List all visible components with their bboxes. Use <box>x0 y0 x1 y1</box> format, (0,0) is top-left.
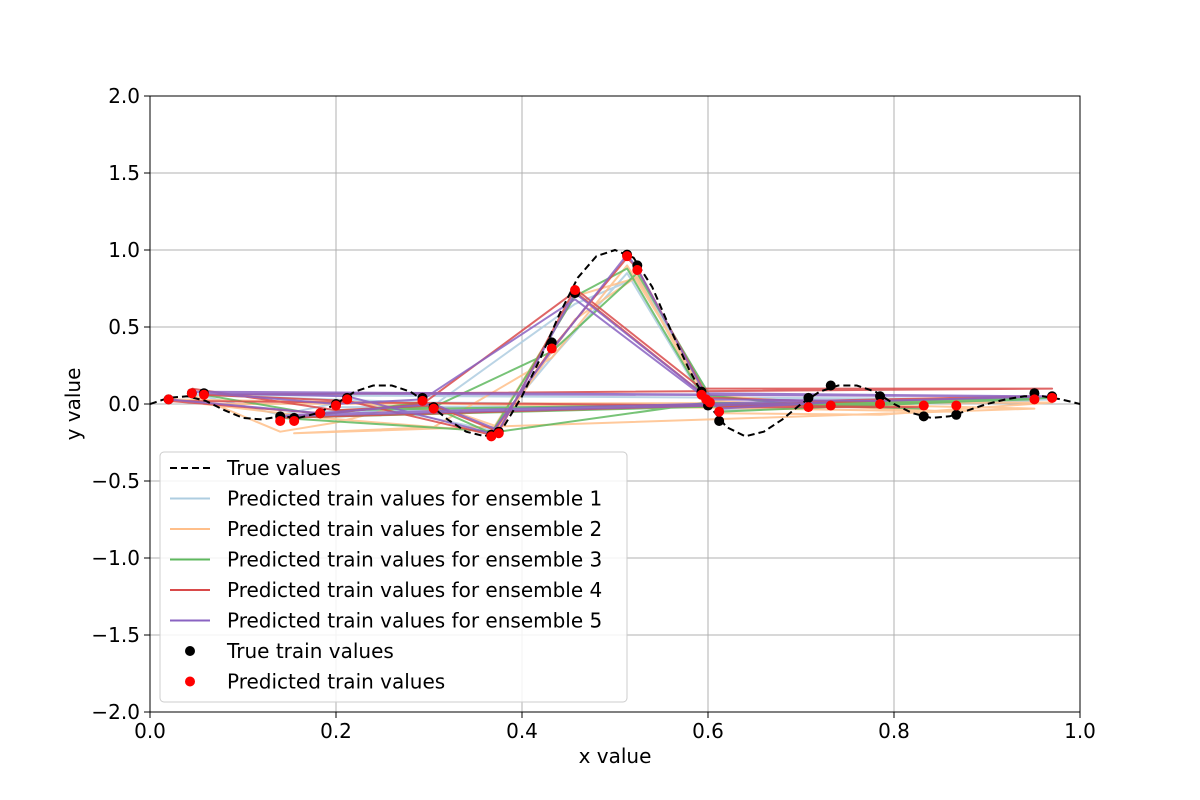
predicted-train-point <box>331 400 341 411</box>
y-tick-label: −2.0 <box>91 700 140 724</box>
axis-ticks: 0.0 0.2 0.4 0.6 0.8 1.0 −2.0 −1.5 −1.0 −0.5 0.0 0.5… <box>91 84 1095 743</box>
predicted-train-point <box>1047 392 1058 403</box>
predicted-train-point <box>428 403 439 414</box>
legend: True values Predicted train values for en… <box>159 451 628 703</box>
true-train-point <box>875 391 886 402</box>
true-train-point <box>803 392 814 403</box>
predicted-train-point <box>632 265 643 276</box>
predicted-train-point <box>714 406 725 417</box>
legend-box <box>159 451 628 703</box>
true-train-point <box>918 411 929 422</box>
predicted-train-point <box>825 400 836 411</box>
legend-marker <box>185 646 195 656</box>
predicted-train-point <box>803 402 814 413</box>
predicted-train-point <box>493 428 504 439</box>
predicted-train-point <box>275 415 286 426</box>
legend-label: Predicted train values for ensemble 5 <box>227 609 602 633</box>
true-train-point <box>951 409 962 420</box>
y-tick-label: −0.5 <box>91 469 140 493</box>
predicted-train-point <box>951 400 962 411</box>
predicted-train-point <box>417 395 428 406</box>
y-tick-label: 2.0 <box>108 84 140 108</box>
legend-label: True train values <box>226 639 394 663</box>
legend-label: Predicted train values for ensemble 1 <box>227 487 602 511</box>
predicted-train-point <box>1029 394 1040 405</box>
x-tick-label: 0.8 <box>878 719 910 743</box>
legend-label: Predicted train values for ensemble 2 <box>227 517 602 541</box>
x-axis-label: x value <box>579 744 652 768</box>
predicted-train-point <box>704 397 715 408</box>
predicted-train-point <box>163 394 174 405</box>
x-tick-label: 1.0 <box>1064 719 1096 743</box>
predicted-train-point <box>342 394 353 405</box>
y-axis-label: y value <box>61 368 85 441</box>
y-tick-label: 1.0 <box>108 238 140 262</box>
legend-marker <box>185 676 195 687</box>
predicted-train-point <box>918 400 929 411</box>
y-tick-label: −1.5 <box>91 623 140 647</box>
true-train-point <box>714 415 725 426</box>
predicted-train-point <box>546 343 557 354</box>
legend-label: Predicted train values for ensemble 4 <box>227 578 602 602</box>
legend-label: True values <box>226 456 341 480</box>
predicted-train-point <box>289 415 300 426</box>
predicted-train-point <box>570 285 581 296</box>
x-tick-label: 0.0 <box>134 719 166 743</box>
legend-label: Predicted train values <box>227 670 445 694</box>
predicted-train-point <box>875 399 886 409</box>
predicted-train-point <box>315 408 326 419</box>
legend-label: Predicted train values for ensemble 3 <box>227 548 602 572</box>
train-points <box>163 249 1058 442</box>
predicted-train-point <box>622 251 633 262</box>
y-tick-label: 0.5 <box>108 315 140 339</box>
true-train-point <box>825 380 836 391</box>
predicted-train-point <box>186 388 197 399</box>
x-tick-label: 0.6 <box>692 719 724 743</box>
predicted-train-point <box>198 389 209 400</box>
y-tick-label: 1.5 <box>108 161 140 185</box>
y-tick-label: −1.0 <box>91 546 140 570</box>
y-tick-label: 0.0 <box>108 392 140 416</box>
x-tick-label: 0.2 <box>320 719 352 743</box>
x-tick-label: 0.4 <box>506 719 538 743</box>
